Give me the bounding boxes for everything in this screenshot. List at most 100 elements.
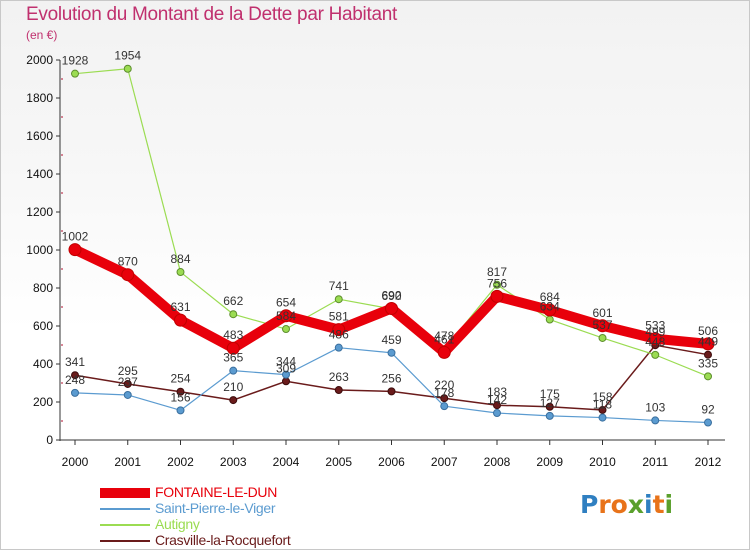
data-point (598, 333, 607, 342)
data-label: 584 (276, 309, 296, 323)
data-label: 486 (329, 328, 349, 342)
data-point (704, 350, 712, 359)
data-point (176, 406, 185, 415)
series-fontaine-le-dun (68, 243, 715, 359)
data-point (282, 377, 290, 386)
x-tick-label: 2012 (695, 455, 722, 469)
data-label: 506 (698, 324, 718, 338)
data-label: 1928 (62, 54, 89, 68)
data-point (493, 280, 501, 289)
data-point (490, 289, 504, 303)
y-tick-label: 1000 (26, 243, 53, 257)
y-tick-label: 800 (33, 281, 53, 295)
data-point (123, 379, 132, 388)
data-label: 478 (434, 329, 454, 343)
data-point (121, 268, 135, 282)
y-tick-label: 1800 (26, 91, 53, 105)
data-point (543, 303, 557, 317)
data-label: 449 (698, 335, 718, 349)
logo-letter: x (627, 490, 644, 519)
data-label: 220 (434, 378, 454, 392)
data-label: 175 (540, 387, 560, 401)
y-tick-label: 1400 (26, 167, 53, 181)
data-point (598, 405, 607, 414)
y-tick-label: 1200 (26, 205, 53, 219)
data-point (334, 295, 343, 304)
x-tick-label: 2004 (273, 455, 300, 469)
data-point (334, 386, 343, 395)
data-label: 684 (540, 290, 560, 304)
data-label: 483 (223, 328, 243, 342)
data-point (387, 387, 396, 396)
data-point (385, 302, 398, 316)
data-point (282, 325, 290, 334)
logo-letter: r (598, 490, 611, 519)
x-tick-label: 2003 (220, 455, 247, 469)
data-label: 178 (434, 386, 454, 400)
x-tick-label: 2008 (484, 455, 511, 469)
legend-item: Autigny (100, 516, 400, 532)
legend-swatch (100, 508, 150, 510)
chart-subtitle: (en €) (26, 28, 58, 42)
data-point (279, 309, 293, 323)
data-point (334, 343, 343, 352)
data-label: 654 (276, 296, 296, 310)
data-point (493, 409, 501, 418)
data-label: 601 (592, 306, 612, 320)
data-label: 248 (65, 373, 85, 387)
data-point (332, 323, 346, 337)
data-point (387, 348, 396, 357)
data-point (68, 243, 82, 257)
x-tick-label: 2007 (431, 455, 458, 469)
data-label: 690 (381, 289, 401, 303)
legend-label: Saint-Pierre-le-Viger (155, 500, 276, 516)
data-label: 870 (118, 255, 138, 269)
data-label: 499 (645, 325, 665, 339)
data-point (229, 396, 238, 405)
y-tick-label: 200 (33, 395, 53, 409)
y-tick-label: 0 (46, 433, 53, 447)
data-label: 448 (645, 335, 665, 349)
data-point (545, 411, 554, 420)
data-label: 256 (381, 371, 401, 385)
legend-label: Autigny (155, 516, 200, 532)
data-label: 295 (118, 364, 138, 378)
data-label: 210 (223, 380, 243, 394)
legend-item: Saint-Pierre-le-Viger (100, 500, 400, 516)
y-tick-label: 600 (33, 319, 53, 333)
data-point (651, 350, 660, 359)
chart-title: Evolution du Montant de la Dette par Hab… (26, 4, 397, 25)
data-label: 634 (540, 300, 560, 314)
data-point (651, 416, 660, 425)
data-label: 461 (434, 332, 454, 346)
logo-letter: P (580, 490, 599, 519)
x-tick-label: 2002 (167, 455, 194, 469)
data-point (440, 394, 449, 403)
data-point (545, 315, 554, 324)
data-label: 884 (170, 252, 190, 266)
legend: FONTAINE-LE-DUN Saint-Pierre-le-Viger Auti… (100, 484, 400, 548)
data-label: 103 (645, 400, 665, 414)
data-label: 263 (329, 370, 349, 384)
data-label: 183 (487, 385, 507, 399)
data-point (493, 401, 501, 410)
y-tick-label: 2000 (26, 53, 53, 67)
data-label: 631 (170, 300, 190, 314)
data-label: 335 (698, 356, 718, 370)
series-crasville-la-rocquefort (71, 341, 712, 414)
data-point (123, 390, 132, 399)
data-point (596, 319, 609, 333)
data-label: 1954 (114, 49, 141, 63)
data-label: 156 (170, 390, 190, 404)
data-label: 756 (487, 276, 507, 290)
x-tick-label: 2005 (325, 455, 352, 469)
data-point (545, 402, 554, 411)
data-label: 459 (381, 333, 401, 347)
y-tick-label: 400 (33, 357, 53, 371)
x-tick-label: 2009 (536, 455, 563, 469)
data-label: 741 (329, 279, 349, 293)
x-tick-label: 2011 (642, 455, 668, 469)
legend-swatch (100, 540, 150, 542)
data-point (71, 69, 79, 78)
series-saint-pierre-le-viger (71, 343, 712, 427)
